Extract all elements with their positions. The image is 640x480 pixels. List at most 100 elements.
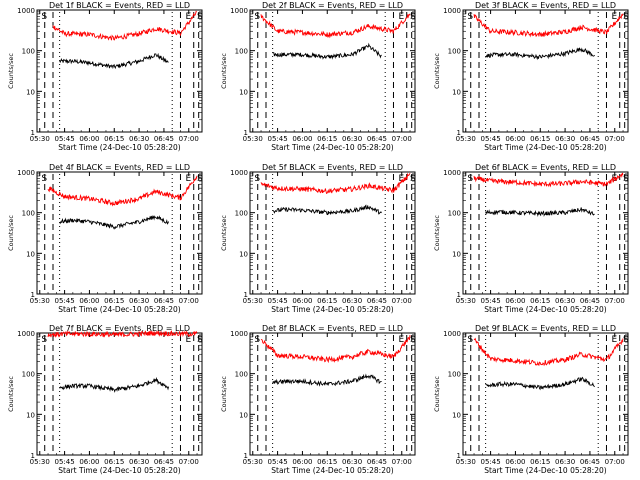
- plot-frame: [249, 332, 416, 456]
- x-tick-label: 05:30: [456, 458, 476, 466]
- start-marker: S: [197, 174, 203, 184]
- x-axis-label: Start Time (24-Dec-10 05:28:20): [58, 305, 180, 314]
- start-marker: S: [41, 335, 47, 345]
- y-tick-label: 1000: [230, 330, 248, 338]
- start-marker: S: [254, 335, 260, 345]
- events-series-line: [272, 373, 382, 387]
- x-tick-label: 07:00: [392, 458, 412, 466]
- x-tick-label: 06:30: [342, 135, 362, 143]
- x-tick-label: 06:30: [555, 297, 575, 305]
- x-tick-label: 07:00: [179, 458, 199, 466]
- x-tick-label: 07:00: [179, 135, 199, 143]
- panel-title: Det 7f BLACK = Events, RED = LLD: [49, 324, 190, 333]
- y-axis-label: Counts/sec: [433, 376, 441, 412]
- x-tick-label: 06:30: [342, 297, 362, 305]
- x-tick-label: 06:30: [555, 458, 575, 466]
- start-marker: S: [254, 174, 260, 184]
- y-tick-label: 100: [448, 371, 461, 379]
- x-axis-label: Start Time (24-Dec-10 05:28:20): [271, 305, 393, 314]
- y-tick-label: 100: [235, 210, 248, 218]
- events-series-line: [59, 214, 170, 230]
- x-tick-label: 06:45: [367, 297, 387, 305]
- events-series-line: [272, 204, 382, 216]
- x-tick-label: 06:45: [580, 458, 600, 466]
- plot-frame: [36, 171, 203, 295]
- y-tick-label: 100: [235, 48, 248, 56]
- x-tick-label: 05:45: [480, 297, 500, 305]
- x-tick-label: 07:00: [605, 135, 625, 143]
- x-tick-label: 07:00: [605, 297, 625, 305]
- plot-frame: [462, 332, 629, 456]
- start-marker: S: [410, 174, 416, 184]
- x-tick-label: 05:45: [480, 135, 500, 143]
- y-tick-label: 1: [244, 452, 248, 460]
- panel-title: Det 1f BLACK = Events, RED = LLD: [49, 1, 190, 10]
- x-tick-label: 06:00: [292, 458, 312, 466]
- y-axis-label: Counts/sec: [220, 53, 228, 89]
- x-tick-label: 06:00: [79, 135, 99, 143]
- y-tick-label: 10: [452, 88, 461, 96]
- y-axis-label: Counts/sec: [7, 215, 15, 251]
- y-tick-label: 100: [22, 371, 35, 379]
- y-tick-label: 1: [457, 291, 461, 299]
- y-tick-label: 100: [235, 371, 248, 379]
- x-axis-label: Start Time (24-Dec-10 05:28:20): [484, 305, 606, 314]
- x-tick-label: 05:30: [30, 458, 50, 466]
- y-tick-label: 100: [22, 210, 35, 218]
- panel-title: Det 4f BLACK = Events, RED = LLD: [49, 163, 190, 172]
- y-tick-label: 1000: [230, 169, 248, 177]
- panel-title: Det 2f BLACK = Events, RED = LLD: [262, 1, 403, 10]
- x-axis-label: Start Time (24-Dec-10 05:28:20): [271, 466, 393, 475]
- events-series-line: [59, 52, 169, 70]
- start-marker: S: [41, 174, 47, 184]
- x-tick-label: 05:45: [267, 135, 287, 143]
- y-tick-label: 1000: [17, 169, 35, 177]
- plot-frame: [36, 9, 203, 133]
- x-tick-label: 07:00: [392, 297, 412, 305]
- lld-series-line: [473, 172, 624, 188]
- x-tick-label: 06:45: [154, 297, 174, 305]
- x-tick-label: 06:45: [580, 297, 600, 305]
- detector-panel-7: Det 7f BLACK = Events, RED = LLD 1 10 100 10…: [7, 324, 203, 475]
- x-tick-label: 06:30: [555, 135, 575, 143]
- lld-series-line: [52, 10, 197, 41]
- y-tick-label: 10: [26, 250, 35, 258]
- y-tick-label: 10: [239, 88, 248, 96]
- lld-series-line: [260, 334, 411, 364]
- x-tick-label: 06:30: [129, 297, 149, 305]
- end-marker: E: [185, 335, 191, 345]
- y-tick-label: 1: [31, 291, 35, 299]
- events-series-line: [59, 376, 170, 393]
- y-axis-label: Counts/sec: [433, 53, 441, 89]
- x-tick-label: 07:00: [179, 297, 199, 305]
- x-tick-label: 06:00: [292, 135, 312, 143]
- lld-series-line: [260, 13, 411, 39]
- detector-panel-2: Det 2f BLACK = Events, RED = LLD 1 10 100 10…: [220, 1, 416, 152]
- x-tick-label: 06:15: [317, 297, 337, 305]
- y-tick-label: 1: [457, 452, 461, 460]
- panel-title: Det 5f BLACK = Events, RED = LLD: [262, 163, 403, 172]
- plot-frame: [249, 9, 416, 133]
- end-marker: E: [611, 335, 617, 345]
- lld-series-line: [47, 330, 198, 338]
- y-tick-label: 1000: [17, 7, 35, 15]
- x-tick-label: 06:15: [317, 458, 337, 466]
- x-tick-label: 06:15: [317, 135, 337, 143]
- x-tick-label: 05:45: [54, 297, 74, 305]
- x-tick-label: 05:45: [267, 297, 287, 305]
- plot-frame: [462, 171, 629, 295]
- plot-frame: [36, 332, 203, 456]
- y-tick-label: 1000: [230, 7, 248, 15]
- x-tick-label: 06:45: [367, 458, 387, 466]
- x-axis-label: Start Time (24-Dec-10 05:28:20): [58, 466, 180, 475]
- start-marker: S: [467, 174, 473, 184]
- plot-frame: [249, 171, 416, 295]
- detector-panel-6: Det 6f BLACK = Events, RED = LLD 1 10 100 10…: [433, 163, 629, 314]
- y-tick-label: 1: [31, 452, 35, 460]
- x-tick-label: 06:00: [79, 458, 99, 466]
- plot-frame: [462, 9, 629, 133]
- x-tick-label: 06:00: [292, 297, 312, 305]
- x-tick-label: 06:45: [154, 458, 174, 466]
- start-marker: S: [254, 12, 260, 22]
